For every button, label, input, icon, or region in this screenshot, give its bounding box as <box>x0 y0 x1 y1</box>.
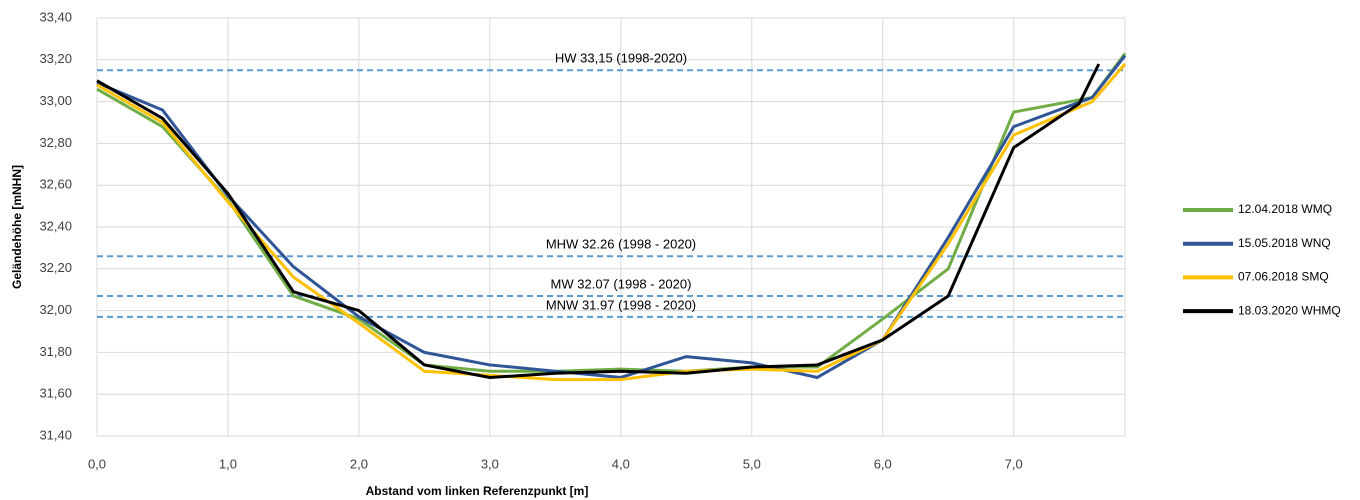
series-line <box>96 54 1127 379</box>
y-tick-label: 32,00 <box>39 302 72 317</box>
x-axis-title: Abstand vom linken Referenzpunkt [m] <box>366 484 589 498</box>
y-tick-label: 33,40 <box>39 9 72 24</box>
legend-label: 18.03.2020 WHMQ <box>1238 303 1341 317</box>
x-tick-label: 4,0 <box>612 456 630 471</box>
x-tick-label: 6,0 <box>874 456 892 471</box>
x-tick-label: 2,0 <box>350 456 368 471</box>
series-line <box>96 63 1101 379</box>
y-axis-title: Geländehöhe [mNHN] <box>10 165 24 289</box>
y-tick-label: 31,40 <box>39 427 72 442</box>
y-tick-label: 32,40 <box>39 218 72 233</box>
y-tick-label: 33,00 <box>39 93 72 108</box>
series-line <box>96 62 1127 382</box>
reference-label: MHW 32.26 (1998 - 2020) <box>546 237 696 252</box>
y-tick-label: 31,60 <box>39 386 72 401</box>
legend-label: 15.05.2018 WNQ <box>1238 236 1331 250</box>
legend-label: 12.04.2018 WMQ <box>1238 202 1332 216</box>
reference-label: MNW 31.97 (1998 - 2020) <box>546 297 696 312</box>
y-tick-label: 32,80 <box>39 135 72 150</box>
reference-label: HW 33,15 (1998-2020) <box>555 51 687 66</box>
x-tick-label: 3,0 <box>481 456 499 471</box>
x-tick-label: 0,0 <box>88 456 106 471</box>
reference-label: MW 32.07 (1998 - 2020) <box>551 276 692 291</box>
x-tick-label: 1,0 <box>219 456 237 471</box>
y-tick-label: 32,60 <box>39 177 72 192</box>
series-line <box>96 52 1127 373</box>
legend-label: 07.06.2018 SMQ <box>1238 270 1329 284</box>
y-tick-label: 31,80 <box>39 344 72 359</box>
y-tick-label: 33,20 <box>39 51 72 66</box>
x-tick-label: 5,0 <box>743 456 761 471</box>
x-tick-label: 7,0 <box>1005 456 1023 471</box>
y-tick-label: 32,20 <box>39 260 72 275</box>
